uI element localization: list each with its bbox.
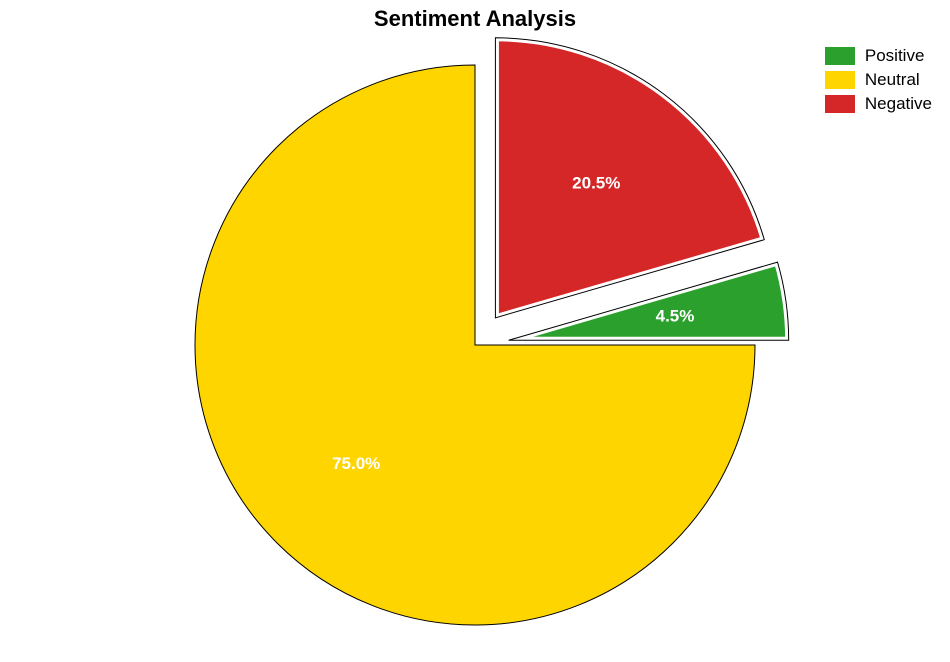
legend: Positive Neutral Negative: [825, 46, 932, 118]
legend-label-negative: Negative: [865, 94, 932, 114]
legend-item-positive: Positive: [825, 46, 932, 66]
legend-swatch-positive: [825, 47, 855, 65]
legend-item-neutral: Neutral: [825, 70, 932, 90]
legend-item-negative: Negative: [825, 94, 932, 114]
legend-swatch-neutral: [825, 71, 855, 89]
pie-svg: 20.5% 4.5% 75.0%: [0, 0, 950, 662]
legend-label-positive: Positive: [865, 46, 925, 66]
pie-slice-label-positive: 4.5%: [656, 307, 695, 326]
pie-slice-label-neutral: 75.0%: [332, 454, 380, 473]
sentiment-pie-chart: Sentiment Analysis 20.5%4.5%75.0% Positi…: [0, 0, 950, 662]
legend-label-neutral: Neutral: [865, 70, 920, 90]
pie-slice-label-negative: 20.5%: [572, 173, 620, 192]
legend-swatch-negative: [825, 95, 855, 113]
